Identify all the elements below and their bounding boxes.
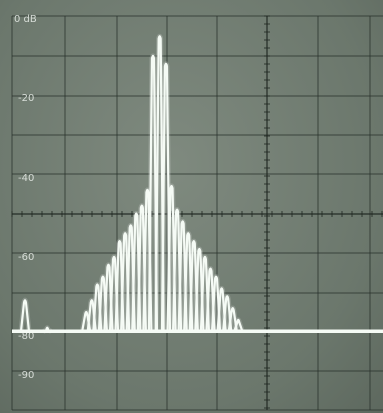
spectral-line-3 (86, 299, 97, 332)
y-tick-label-80: -80 (18, 331, 34, 342)
spectral-line-8 (114, 239, 125, 332)
spectral-line-19 (177, 220, 188, 332)
spectral-line-6 (103, 263, 114, 332)
spectrum-trace (12, 33, 383, 334)
y-tick-label-20: -20 (18, 93, 34, 104)
spectral-line-20 (183, 232, 194, 332)
spectral-line-14 (147, 54, 159, 332)
spectral-line-4 (92, 283, 103, 332)
spectral-line-7 (108, 255, 120, 332)
graticule (11, 15, 383, 411)
spectral-line-23 (199, 255, 211, 332)
spectral-line-26 (216, 287, 227, 332)
spectral-line-22 (194, 247, 205, 332)
spectral-line-0 (19, 299, 31, 332)
spectral-line-18 (171, 208, 183, 332)
y-tick-label-0: 0 dB (14, 14, 37, 25)
y-tick-label-40: -40 (18, 173, 34, 184)
spectral-line-28 (227, 306, 238, 332)
y-tick-label-60: -60 (18, 252, 34, 263)
spectral-line-16 (160, 62, 172, 332)
spectral-line-10 (125, 224, 136, 332)
spectral-line-13 (142, 188, 153, 332)
spectral-line-12 (136, 204, 147, 332)
spectral-line-9 (120, 232, 131, 332)
spectral-line-25 (210, 275, 222, 332)
y-tick-label-90: -90 (18, 370, 34, 381)
spectral-line-24 (205, 267, 216, 332)
spectral-line-2 (81, 310, 92, 332)
spectral-line-27 (222, 295, 233, 332)
spectral-line-21 (188, 239, 199, 332)
spectral-line-1 (42, 326, 52, 333)
spectral-line-11 (131, 212, 142, 332)
spectral-line-15 (154, 35, 165, 332)
spectral-line-29 (233, 318, 244, 332)
spectral-line-5 (97, 275, 108, 332)
spectral-line-17 (166, 184, 177, 332)
